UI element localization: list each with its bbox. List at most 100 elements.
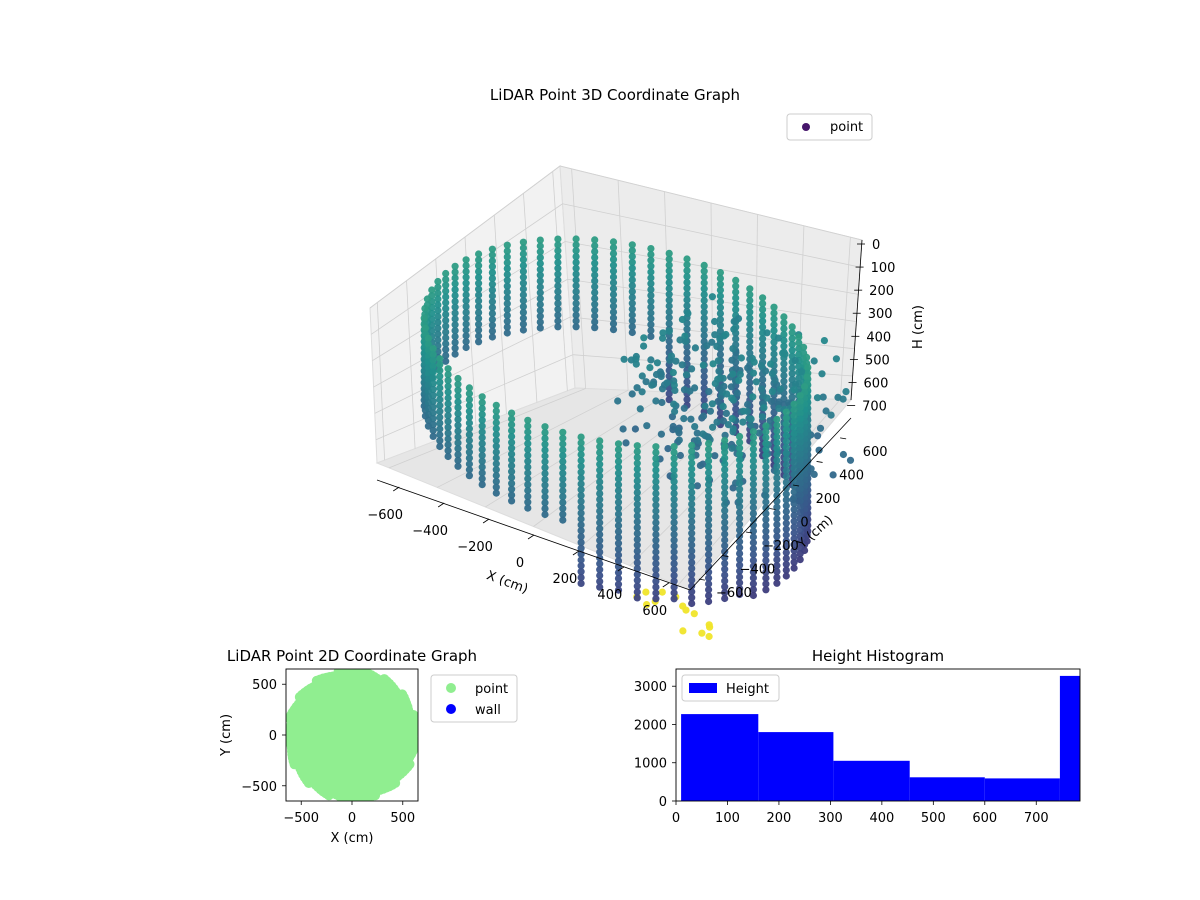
point-3d [665,314,673,322]
point-3d [665,337,673,345]
point-3d [832,355,841,363]
point-3d [770,303,778,311]
point-3d [436,390,444,398]
y-axis-line-3d [689,417,852,591]
point-3d [633,565,641,573]
point-3d [536,312,544,320]
point-3d [541,481,549,489]
point-3d [652,484,660,492]
point-3d [609,250,618,258]
point-3d [643,601,651,609]
point-3d [429,432,437,440]
point-3d [577,474,585,482]
point-3d [508,479,516,487]
point-3d [688,564,696,573]
point-3d [577,556,585,564]
x-tick-label-hist: 600 [972,811,997,826]
point-3d [478,469,486,477]
point-3d [681,337,690,345]
point-3d [688,582,696,590]
point-3d [609,296,618,304]
point-3d [503,270,511,279]
point-3d [790,500,798,508]
point-3d [721,448,729,456]
legend-hist-label: Height [726,682,769,697]
point-3d [791,356,799,365]
point-3d [492,430,500,439]
point-3d [614,475,623,483]
point-3d [782,414,790,422]
point-3d [488,292,496,300]
point-3d [721,489,729,497]
y-tick-label-2d: 500 [252,678,277,693]
point-3d [721,477,729,485]
histogram-bar [1059,675,1080,801]
point-3d [683,290,691,298]
point-3d [442,293,450,301]
point-3d [669,422,677,431]
point-3d [670,536,678,544]
point-3d [790,429,798,438]
point-3d [478,463,486,471]
point-3d [762,562,770,571]
plot-area-2d [286,669,418,801]
point-3d [790,564,798,572]
point-3d [421,304,429,313]
point-3d [475,285,483,293]
point-3d [736,544,744,552]
point-3d [519,320,528,328]
point-3d [670,524,678,533]
point-3d [773,568,781,576]
point-3d [703,342,711,350]
point-3d [762,580,770,588]
point-3d [665,390,673,398]
point-3d [773,562,781,570]
point-3d [577,433,585,441]
y-tick-label-3d: 200 [816,492,841,507]
point-3d [596,577,604,586]
point-3d [683,278,691,286]
x-tick-3d [393,486,400,492]
point-3d [596,530,604,539]
point-3d [462,256,470,264]
point-3d [782,443,790,451]
point-3d [796,532,804,540]
point-3d [714,397,722,406]
point-3d [700,279,708,287]
point-3d [688,447,696,455]
point-3d [705,527,713,535]
point-3d [659,334,667,342]
point-3d [796,550,804,558]
point-3d [721,565,729,573]
point-3d [749,445,758,453]
legend-2d-label-wall: wall [475,703,501,718]
point-3d [442,269,450,278]
point-3d [683,395,691,403]
point-3d [633,535,641,544]
point-3d [536,265,544,273]
point-3d [444,435,452,443]
point-3d [451,315,459,323]
point-3d [423,295,431,303]
point-3d [684,309,692,317]
point-3d [711,317,719,326]
point-3d [633,442,641,450]
point-3d [628,258,636,266]
point-3d [434,336,442,344]
point-3d [795,339,803,347]
point-3d [536,259,544,268]
point-3d [488,245,496,253]
point-3d [705,533,713,541]
grid-line-3d [374,316,571,414]
point-3d [700,302,708,310]
point-3d [577,544,585,552]
point-3d [665,279,673,287]
point-3d [688,529,696,537]
point-3d [444,406,452,414]
point-3d [488,280,496,288]
point-3d [746,302,754,310]
point-3d [691,344,700,352]
point-3d [633,453,641,461]
point-3d [633,547,641,555]
point-3d [740,407,748,415]
